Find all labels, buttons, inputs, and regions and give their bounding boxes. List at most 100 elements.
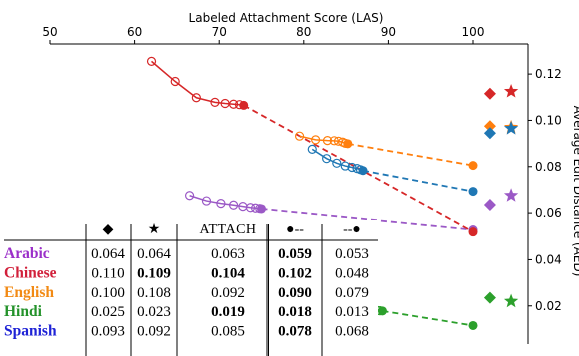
filled-point [358, 166, 368, 176]
table-background [0, 220, 378, 356]
open-point [210, 97, 220, 107]
filled-point [239, 100, 249, 110]
open-point [146, 56, 157, 66]
open-point [307, 144, 317, 155]
table-header-star: ★ [148, 222, 161, 237]
table-cell: 0.090 [278, 285, 312, 301]
open-point [347, 162, 357, 173]
filled-point [343, 139, 353, 149]
diamond-marker [483, 120, 496, 133]
star-marker [503, 83, 519, 98]
table-header-diamond: ◆ [103, 222, 114, 237]
star-marker [503, 293, 519, 308]
open-point [245, 203, 256, 213]
open-point [216, 199, 226, 209]
table-language-label: Hindi [4, 303, 43, 320]
table-cell: 0.109 [137, 265, 171, 281]
table-header-dash-filled: --● [343, 222, 361, 237]
table-cell: 0.053 [335, 246, 369, 262]
table-cell: 0.079 [335, 285, 369, 301]
table-cell: 0.013 [335, 304, 369, 320]
table-cell: 0.064 [137, 246, 171, 262]
table-cell: 0.093 [91, 324, 125, 340]
filled-point [257, 204, 267, 214]
table-header-filled-dash: ●-- [286, 222, 304, 237]
table-language-label: Spanish [4, 323, 57, 340]
summary-table: ◆ ★ ATTACH ●-- --● Arabic 0.064 0.064 0.063 0.059… [0, 220, 378, 356]
open-point [191, 93, 201, 103]
series-dashed-line [261, 208, 474, 231]
table-cell: 0.085 [211, 324, 245, 340]
series-chinese [146, 56, 519, 237]
star-marker [503, 121, 519, 135]
table-cell: 0.068 [335, 324, 369, 340]
open-point [322, 136, 333, 146]
y-tick-label: 0.06 [535, 206, 562, 220]
diamond-marker [483, 87, 496, 100]
x-tick-label: 90 [381, 25, 396, 39]
open-point [228, 200, 239, 210]
y-tick-label: 0.04 [535, 252, 562, 266]
table-cell: 0.102 [278, 265, 312, 281]
series-solid-line [189, 195, 262, 210]
table-cell: 0.092 [211, 285, 245, 301]
table-cell: 0.100 [91, 285, 125, 301]
end-point [468, 161, 478, 171]
open-point [329, 136, 339, 146]
table-header-attach: ATTACH [199, 222, 256, 237]
diamond-marker [483, 127, 496, 140]
open-point [332, 158, 342, 168]
filled-point [377, 306, 387, 316]
x-axis-title: Labeled Attachment Score (LAS) [189, 11, 384, 25]
table-cell: 0.018 [278, 304, 312, 320]
series-solid-line [151, 60, 244, 107]
open-point [333, 136, 344, 146]
open-point [184, 191, 195, 201]
table-language-label: English [4, 284, 54, 301]
table-cell: 0.025 [91, 304, 125, 320]
table-language-label: Arabic [4, 245, 50, 262]
table-cell: 0.048 [335, 265, 369, 281]
open-point [228, 99, 239, 109]
table-cell: 0.108 [137, 285, 171, 301]
table-cell: 0.059 [278, 246, 312, 262]
y-tick-label: 0.12 [535, 67, 562, 81]
x-tick-label: 100 [462, 25, 485, 39]
open-point [201, 196, 212, 206]
open-point [340, 161, 350, 171]
diamond-marker [483, 199, 496, 212]
open-point [170, 76, 180, 87]
open-point [294, 131, 305, 141]
end-point [468, 187, 478, 197]
end-point [468, 227, 478, 237]
table-cell: 0.023 [137, 304, 171, 320]
table-cell: 0.063 [211, 246, 245, 262]
y-tick-label: 0.02 [535, 299, 562, 313]
y-tick-label: 0.10 [535, 113, 562, 127]
table-cell: 0.110 [91, 265, 124, 281]
y-tick-label: 0.08 [535, 160, 562, 174]
series-dashed-line [382, 309, 474, 327]
table-cell: 0.019 [211, 304, 245, 320]
x-tick-label: 50 [42, 25, 57, 39]
series-blue [307, 121, 519, 197]
open-point [322, 154, 332, 164]
series-dashed-line [362, 169, 474, 193]
open-point [311, 135, 321, 145]
x-tick-label: 60 [127, 25, 142, 39]
series-arabic [184, 188, 519, 235]
axes: 50 60 70 80 90 100 0.02 0.04 0.06 0.08 0.10 0.12 [42, 25, 562, 344]
series-dashed-line [347, 142, 474, 167]
table-language-label: Chinese [4, 264, 57, 281]
table-cell: 0.104 [211, 265, 245, 281]
diamond-marker [483, 291, 496, 304]
end-point [468, 320, 478, 330]
y-axis-title: Average Edit Distance (AED) [571, 106, 579, 277]
star-marker [503, 188, 519, 202]
table-cell: 0.064 [91, 246, 125, 262]
x-tick-label: 80 [296, 25, 311, 39]
table-cell: 0.092 [137, 324, 171, 340]
x-tick-label: 70 [212, 25, 227, 39]
table-cell: 0.078 [278, 324, 312, 340]
